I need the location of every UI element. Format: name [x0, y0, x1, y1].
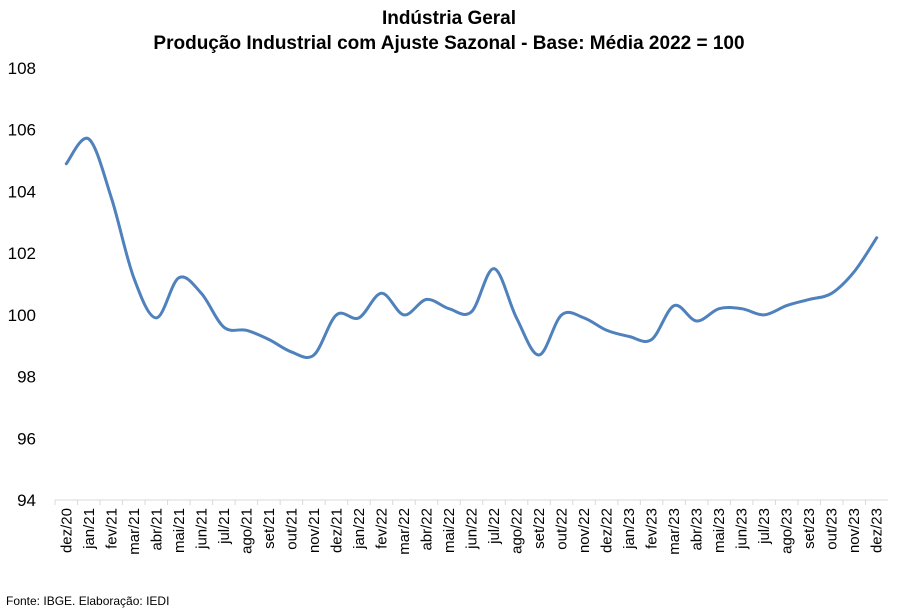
- y-axis-ticks: 94 96 98 100 102 104 106 108: [8, 59, 36, 510]
- x-tick-label: mar/23: [666, 508, 683, 555]
- y-tick-label: 106: [8, 121, 36, 140]
- chart-subtitle: Produção Industrial com Ajuste Sazonal -…: [153, 33, 745, 54]
- x-tick-label: dez/22: [599, 508, 616, 553]
- x-tick-label: jun/23: [734, 508, 751, 550]
- x-tick-label: fev/21: [103, 508, 120, 549]
- x-tick-label: mar/22: [396, 508, 413, 555]
- source-note: Fonte: IBGE. Elaboração: IEDI: [6, 594, 170, 608]
- x-tick-label: abr/23: [689, 508, 706, 551]
- x-tick-label: mai/23: [711, 508, 728, 553]
- x-tick-label: mai/22: [441, 508, 458, 553]
- y-tick-label: 100: [8, 306, 36, 325]
- x-tick-label: ago/22: [509, 508, 526, 554]
- x-tick-label: out/23: [824, 508, 841, 550]
- x-tick-label: mai/21: [171, 508, 188, 553]
- x-tick-label: dez/23: [869, 508, 886, 553]
- x-tick-label: out/22: [554, 508, 571, 550]
- x-tick-label: ago/23: [779, 508, 796, 554]
- x-tick-label: out/21: [283, 508, 300, 550]
- x-tick-label: jun/21: [193, 508, 210, 550]
- x-tick-label: mar/21: [126, 508, 143, 555]
- x-tick-label: jan/23: [621, 508, 638, 550]
- x-tick-label: fev/23: [644, 508, 661, 549]
- x-tick-label: nov/22: [576, 508, 593, 553]
- y-tick-label: 104: [8, 182, 36, 201]
- x-tick-label: jan/21: [81, 508, 98, 550]
- x-tick-label: abr/21: [148, 508, 165, 551]
- y-tick-label: 98: [17, 368, 36, 387]
- y-tick-label: 102: [8, 244, 36, 263]
- x-axis-ticks: dez/20 jan/21 fev/21 mar/21 abr/21 mai/21 jun/…: [54, 500, 886, 555]
- x-tick-label: jul/21: [216, 508, 233, 545]
- y-tick-label: 96: [17, 429, 36, 448]
- x-tick-label: jul/22: [486, 508, 503, 545]
- series-line: [64, 136, 879, 359]
- x-tick-label: dez/21: [328, 508, 345, 553]
- y-tick-label: 108: [8, 59, 36, 78]
- x-tick-label: abr/22: [418, 508, 435, 551]
- y-tick-label: 94: [17, 491, 36, 510]
- x-tick-label: fev/22: [373, 508, 390, 549]
- x-tick-label: jan/22: [351, 508, 368, 550]
- x-tick-label: set/21: [261, 508, 278, 549]
- x-tick-label: dez/20: [58, 508, 75, 553]
- x-tick-label: jul/23: [756, 508, 773, 545]
- x-tick-label: nov/21: [306, 508, 323, 553]
- x-tick-label: nov/23: [846, 508, 863, 553]
- x-tick-label: jun/22: [464, 508, 481, 550]
- chart-title: Indústria Geral: [381, 8, 517, 29]
- x-tick-label: set/22: [531, 508, 548, 549]
- chart-title-block: Indústria Geral Produção Industrial com …: [0, 6, 898, 56]
- x-tick-label: set/23: [801, 508, 818, 549]
- x-tick-label: ago/21: [238, 508, 255, 554]
